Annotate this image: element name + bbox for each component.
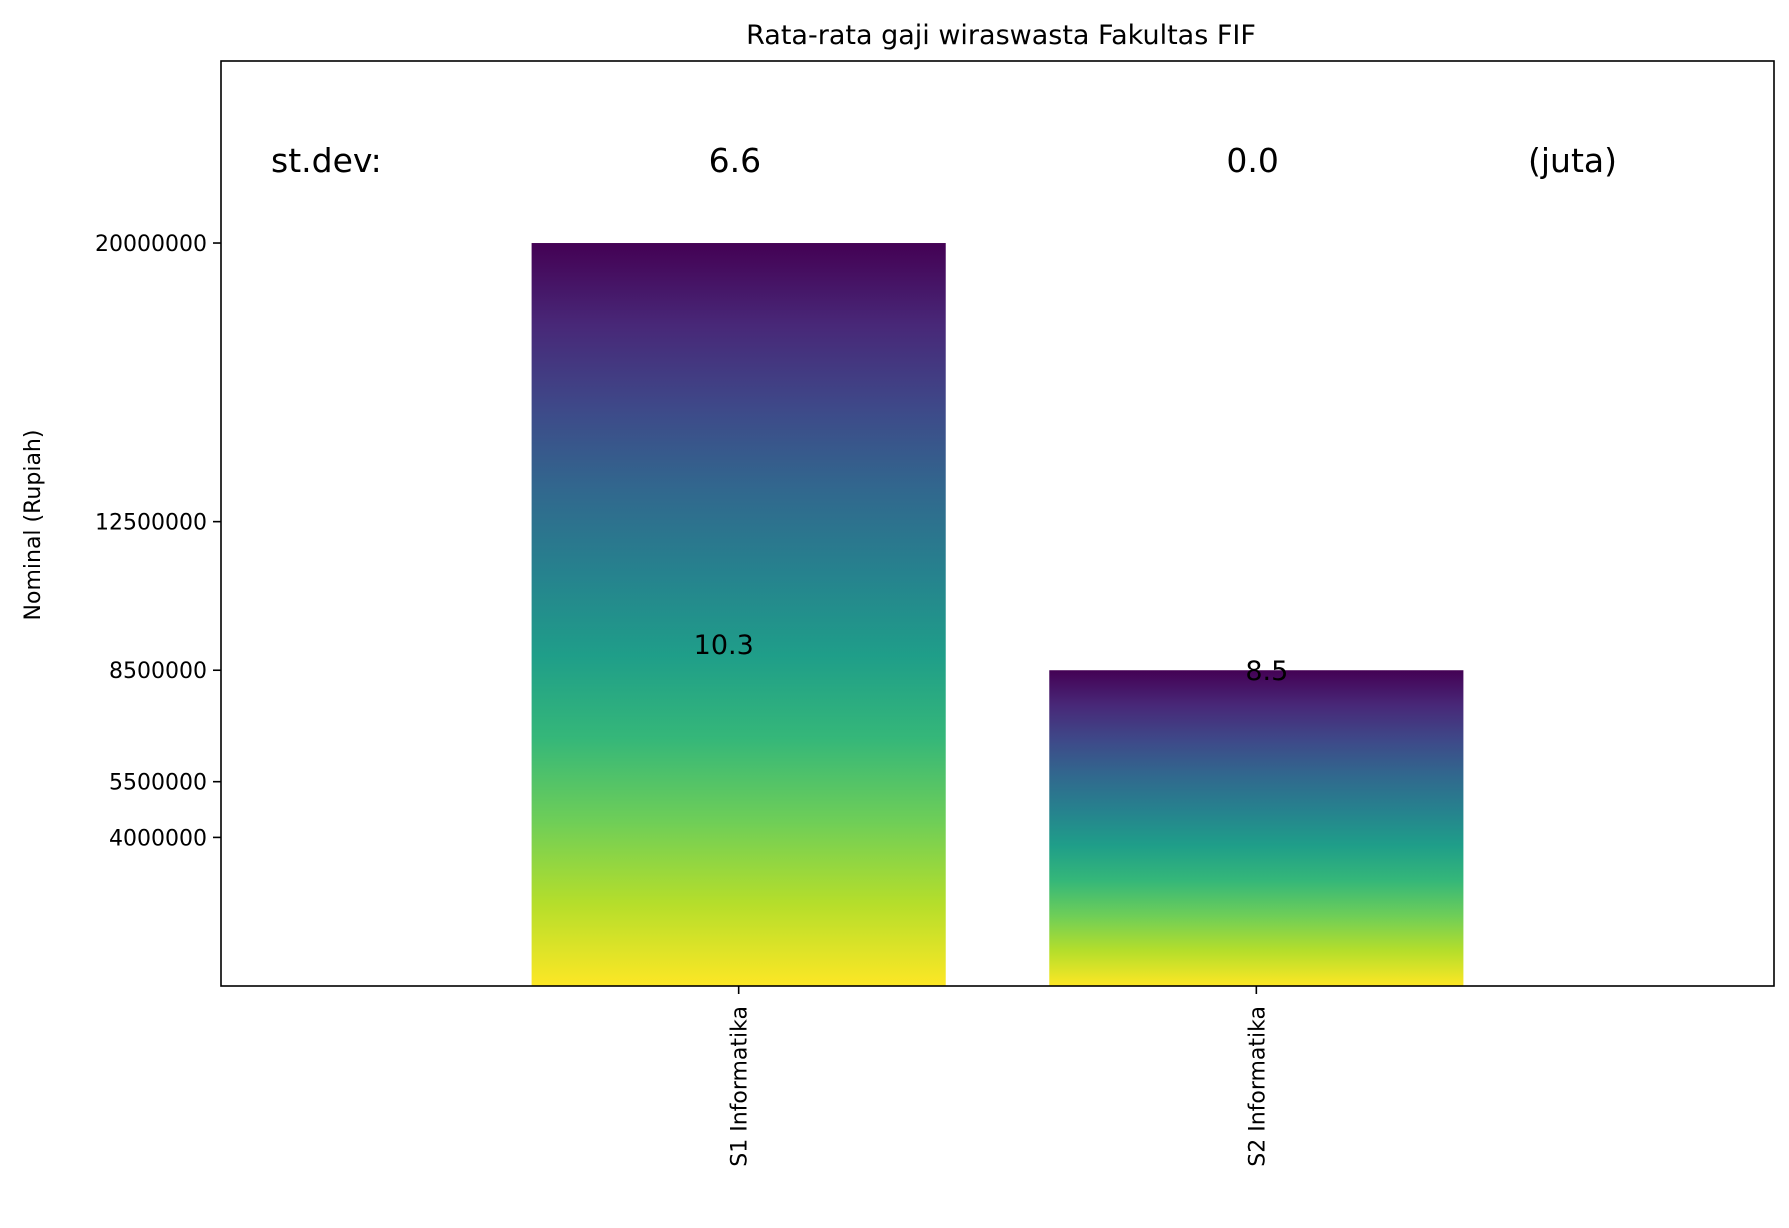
x-tick-label: S1 Informatika bbox=[728, 1006, 753, 1167]
stdev-unit: (juta) bbox=[1528, 141, 1617, 180]
x-tick-label: S2 Informatika bbox=[1245, 1006, 1270, 1167]
annotations-group: st.dev: 6.6 0.0 (juta) bbox=[271, 141, 1617, 180]
x-ticks-group: S1 Informatika S2 Informatika bbox=[728, 986, 1270, 1167]
plot-frame bbox=[220, 60, 1775, 987]
y-tick-label: 20000000 bbox=[95, 232, 207, 257]
stdev-label: st.dev: bbox=[271, 141, 382, 180]
y-tick-label: 12500000 bbox=[95, 511, 207, 536]
y-tick-label: 5500000 bbox=[109, 771, 207, 796]
bars-group: 10.3 8.5 bbox=[531, 243, 1464, 987]
bar-s2-informatika bbox=[1049, 670, 1464, 986]
stdev-value-s2: 0.0 bbox=[1226, 141, 1278, 180]
y-axis-label: Nominal (Rupiah) bbox=[21, 430, 46, 621]
y-tick-label: 8500000 bbox=[109, 659, 207, 684]
chart-title: Rata-rata gaji wiraswasta Fakultas FIF bbox=[746, 20, 1256, 51]
y-ticks-group: 4000000 5500000 8500000 12500000 20000000 bbox=[95, 232, 221, 851]
bar-value-label: 10.3 bbox=[694, 630, 754, 661]
bar-value-label: 8.5 bbox=[1245, 656, 1288, 687]
bar-s1-informatika bbox=[531, 243, 946, 987]
stdev-value-s1: 6.6 bbox=[709, 141, 761, 180]
y-tick-label: 4000000 bbox=[109, 826, 207, 851]
